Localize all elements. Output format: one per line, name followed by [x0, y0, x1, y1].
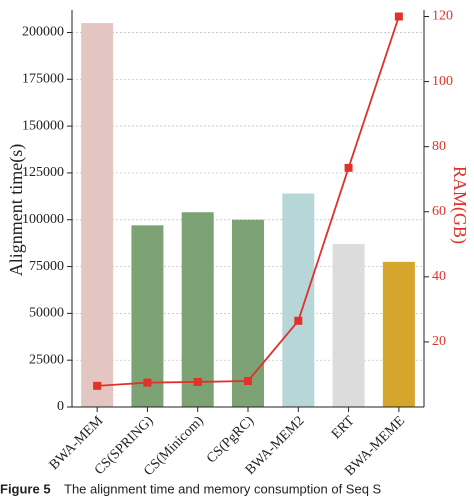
- y2-tick-label: 40: [432, 269, 446, 284]
- bar: [81, 23, 114, 407]
- y-tick-label: 200000: [22, 25, 64, 40]
- y-tick-label: 25000: [29, 352, 64, 367]
- caption: The alignment time and memory consumptio…: [64, 481, 382, 496]
- y2-tick-label: 120: [432, 9, 453, 24]
- ram-marker: [294, 316, 303, 325]
- bar: [181, 212, 214, 407]
- y2-tick-label: 100: [432, 74, 453, 89]
- y-tick-label: 75000: [29, 259, 64, 274]
- ram-marker: [394, 12, 403, 21]
- bar: [332, 244, 365, 407]
- y2-axis-label: RAM(GB): [449, 166, 470, 244]
- y-tick-label: 150000: [22, 118, 64, 133]
- x-tick-label: CS(PgRC): [204, 413, 257, 466]
- y2-tick-label: 60: [432, 204, 446, 219]
- y-tick-label: 125000: [22, 165, 64, 180]
- bar: [232, 219, 264, 407]
- ram-marker: [143, 378, 152, 387]
- bar: [131, 225, 164, 407]
- y-tick-label: 100000: [22, 212, 64, 227]
- ram-marker: [244, 376, 252, 385]
- caption-label: Figure 5: [0, 481, 51, 496]
- bar: [282, 193, 315, 407]
- y-axis-label: Alignment time(s): [6, 144, 27, 276]
- y2-tick-label: 80: [432, 139, 446, 154]
- y-tick-label: 50000: [29, 306, 64, 321]
- y2-tick-label: 20: [432, 334, 446, 349]
- y-tick-label: 175000: [22, 72, 64, 87]
- x-tick-label: ERT: [329, 413, 358, 442]
- ram-marker: [193, 377, 202, 386]
- ram-marker: [93, 381, 102, 390]
- bar: [382, 261, 415, 407]
- ram-marker: [344, 163, 353, 172]
- y-tick-label: 0: [57, 399, 64, 414]
